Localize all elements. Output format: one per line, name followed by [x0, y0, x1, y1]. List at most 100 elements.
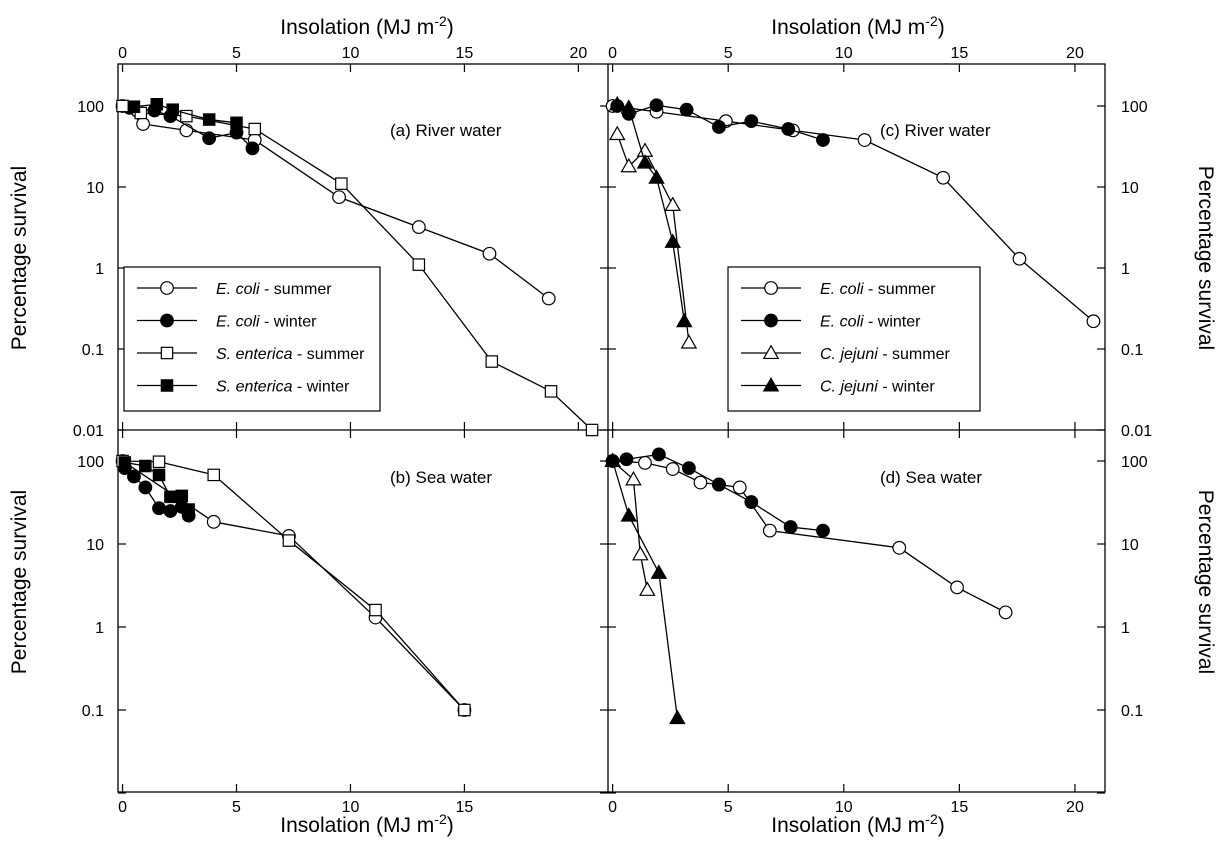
data-point-triangle	[676, 312, 693, 328]
legend-label: E. coli - winter	[820, 314, 921, 331]
data-point-square	[116, 99, 129, 113]
series-a-2	[116, 99, 599, 437]
data-point-square	[127, 100, 141, 113]
data-point-circle	[665, 462, 680, 476]
left-top-y-axis-title: Percentage survival	[8, 166, 31, 350]
legend-c: E. coli - summer E. coli - winter C. jejun…	[727, 266, 981, 412]
data-point-circle	[998, 605, 1013, 620]
data-point-circle	[638, 455, 652, 470]
data-point-square	[485, 355, 499, 368]
x-tick-label: 0	[118, 799, 127, 816]
x-tick-label: 10	[835, 45, 853, 62]
y-tick-label: 10	[1121, 180, 1139, 197]
series-d-2	[604, 452, 656, 596]
top-left-x-axis-title: Insolation (MJ m-2)	[280, 13, 454, 39]
x-tick-label: 0	[608, 45, 617, 62]
data-point-circle	[744, 114, 759, 129]
x-tick-label: 15	[950, 799, 968, 816]
legend-label: S. enterica - winter	[216, 379, 350, 396]
legend-label: E. coli - summer	[216, 281, 332, 298]
data-point-square	[230, 116, 243, 130]
data-point-square	[164, 490, 177, 504]
data-point-circle	[816, 523, 830, 538]
data-point-triangle	[639, 581, 656, 596]
data-point-triangle	[604, 452, 621, 468]
panel-d: (d) Sea water	[604, 447, 1013, 725]
x-tick-label: 5	[724, 799, 733, 816]
data-point-triangle	[648, 169, 665, 184]
y-tick-label: 0.1	[1121, 703, 1143, 720]
x-tick-label: 5	[724, 45, 733, 62]
y-tick-label: 0.1	[82, 703, 104, 720]
chart-legends: E. coli - summer E. coli - winter S. enter…	[123, 266, 981, 412]
data-point-circle	[950, 580, 964, 595]
data-point-square	[160, 346, 174, 360]
data-point-square	[134, 106, 148, 120]
top-right-x-axis-title: Insolation (MJ m-2)	[771, 13, 945, 39]
panel-b: (b) Sea water	[115, 454, 492, 717]
panel-title-c: (c) River water	[880, 121, 991, 140]
legend-label: C. jejuni - winter	[820, 379, 935, 396]
x-tick-label: 10	[342, 799, 360, 816]
series-c-2	[608, 125, 698, 349]
panel-title-b: (b) Sea water	[390, 468, 492, 487]
data-point-triangle	[664, 196, 682, 212]
data-point-circle	[1086, 314, 1101, 329]
data-point-square	[182, 503, 195, 516]
x-tick-label: 20	[1066, 799, 1084, 816]
data-point-square	[207, 468, 220, 482]
data-point-square	[160, 379, 174, 392]
data-point-circle	[781, 122, 796, 136]
data-point-square	[152, 468, 166, 482]
legend-label: S. enterica - summer	[216, 346, 365, 363]
data-point-circle	[152, 501, 166, 516]
panel-title-d: (d) Sea water	[880, 468, 982, 487]
data-point-square	[544, 385, 558, 398]
y-tick-label: 100	[1121, 99, 1148, 116]
x-tick-label: 10	[342, 45, 360, 62]
outer-frame	[117, 63, 1106, 793]
y-tick-label: 1	[1121, 261, 1130, 278]
y-tick-label: 100	[77, 454, 104, 471]
left-bottom-y-axis-title: Percentage survival	[8, 490, 31, 674]
series-line	[612, 460, 678, 719]
data-point-circle	[160, 281, 174, 295]
data-point-circle	[541, 291, 556, 306]
data-point-square	[585, 423, 599, 437]
series-b-3	[118, 456, 195, 516]
data-point-triangle	[650, 564, 668, 579]
data-point-circle	[619, 452, 634, 467]
series-a-3	[127, 98, 243, 130]
data-point-circle	[693, 475, 708, 490]
data-point-circle	[762, 523, 777, 538]
series-line	[612, 460, 648, 591]
series-d-1	[605, 447, 830, 538]
y-tick-label: 0.01	[73, 423, 104, 440]
data-point-triangle	[762, 344, 780, 360]
y-tick-label: 10	[86, 180, 104, 197]
data-point-circle	[649, 98, 664, 113]
data-point-circle	[163, 504, 178, 518]
chart-panels: (a) River water (b) Sea water (c) River wa…	[115, 95, 1101, 725]
data-point-triangle	[620, 157, 638, 173]
data-point-square	[412, 258, 426, 271]
x-tick-label: 0	[608, 799, 617, 816]
data-point-square	[202, 113, 216, 126]
data-point-circle	[1012, 251, 1027, 266]
y-tick-label: 0.1	[1121, 342, 1143, 359]
data-point-circle	[712, 477, 726, 492]
data-point-circle	[160, 313, 174, 328]
data-point-triangle	[608, 125, 626, 141]
legend-label: E. coli - summer	[820, 281, 936, 298]
data-point-square	[369, 603, 382, 617]
data-point-circle	[482, 246, 497, 261]
data-point-triangle	[669, 709, 686, 725]
data-point-square	[335, 177, 348, 190]
data-point-circle	[892, 540, 907, 555]
data-point-circle	[712, 120, 726, 134]
bottom-left-x-axis-title: Insolation (MJ m-2)	[280, 811, 454, 837]
panel-c: (c) River water	[605, 95, 1101, 349]
y-tick-label: 10	[1121, 537, 1139, 554]
series-c-1	[610, 98, 830, 147]
